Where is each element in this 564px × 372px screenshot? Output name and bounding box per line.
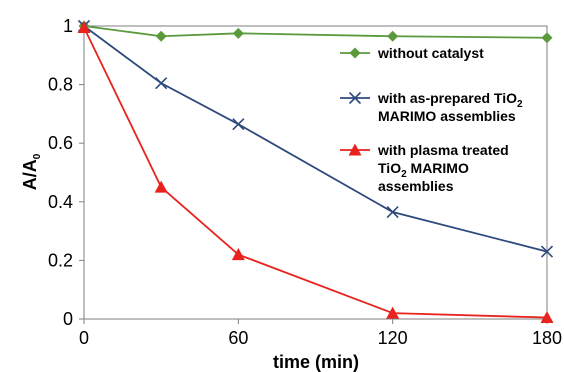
x-axis-title: time (min)	[273, 352, 359, 372]
legend-label-segment: 2	[517, 99, 523, 110]
series-group	[77, 19, 554, 324]
data-point	[155, 77, 168, 90]
x-axis-ticks: 0 60 120 180	[79, 319, 562, 348]
legend-marker	[348, 91, 362, 105]
data-point	[232, 27, 244, 39]
x-tick-label: 120	[378, 328, 408, 348]
plot-area	[83, 25, 548, 320]
legend-label-segment: without catalyst	[377, 45, 484, 61]
series-2	[77, 20, 554, 324]
x-tick-label: 0	[79, 328, 89, 348]
y-tick-label: 0.6	[48, 133, 73, 153]
legend-label-line: assemblies	[378, 178, 454, 194]
data-point	[540, 311, 554, 324]
y-tick-label: 0.4	[48, 192, 73, 212]
legend-label-line: with plasma treated	[377, 142, 509, 158]
data-point	[231, 248, 245, 261]
data-point	[232, 118, 245, 131]
y-axis-title-sub: 0	[32, 153, 43, 159]
legend-label-segment: MARIMO	[407, 160, 469, 176]
legend-label-line: TiO2 MARIMO	[378, 160, 469, 180]
legend-label-segment: MARIMO assemblies	[378, 108, 516, 124]
y-tick-label: 0.8	[48, 75, 73, 95]
y-axis-title: A/A0	[20, 153, 43, 190]
data-point	[386, 205, 399, 219]
legend-label-line: with as-prepared TiO2	[377, 90, 523, 110]
legend-label-segment: TiO	[378, 160, 401, 176]
x-tick-label: 60	[228, 328, 248, 348]
y-tick-label: 0	[63, 309, 73, 329]
y-axis-ticks: 0 0.2 0.4 0.6 0.8 1	[48, 16, 84, 329]
legend-label-line: MARIMO assemblies	[378, 108, 516, 124]
data-point	[541, 32, 553, 44]
legend-label-segment: assemblies	[378, 178, 454, 194]
data-point	[77, 20, 91, 33]
x-tick-label: 180	[532, 328, 562, 348]
legend-label-line: without catalyst	[377, 45, 484, 61]
data-point	[540, 245, 554, 258]
y-axis-title-main: A/A	[20, 159, 40, 190]
data-point	[154, 180, 168, 193]
y-tick-label: 0.2	[48, 250, 73, 270]
legend-marker	[348, 143, 362, 156]
legend-label-segment: 2	[401, 169, 407, 180]
data-point	[155, 30, 167, 42]
legend-label-segment: with as-prepared TiO	[377, 90, 517, 106]
y-tick-label: 1	[63, 16, 73, 36]
legend-marker	[349, 47, 361, 59]
legend-label-segment: with plasma treated	[377, 142, 509, 158]
data-point	[386, 306, 400, 319]
data-point	[387, 30, 399, 42]
legend-entry-0: without catalyst	[340, 45, 484, 61]
